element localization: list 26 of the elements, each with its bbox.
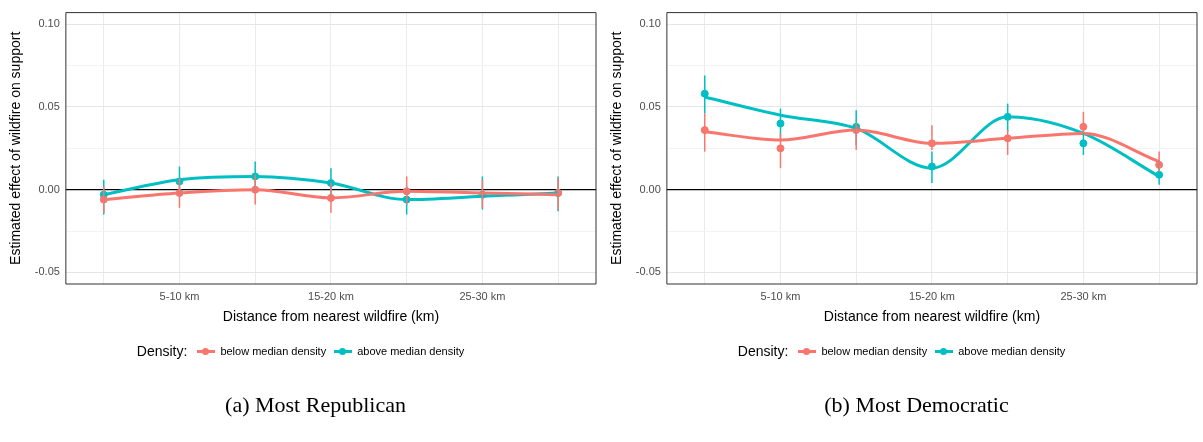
legend-title: Density: [737, 343, 789, 359]
y-tick-label: -0.05 [635, 265, 661, 278]
legend-label: above median density [958, 345, 1066, 357]
x-tick-label: 15-20 km [308, 289, 354, 302]
x-tick-label: 5-10 km [760, 289, 801, 302]
y-tick-label: 0.05 [38, 99, 60, 112]
legend-label: above median density [357, 345, 465, 357]
legend-label: below median density [220, 345, 327, 357]
y-tick-label: 0.00 [38, 182, 60, 195]
x-axis-title: Distance from nearest wildfire (km) [222, 308, 440, 325]
text: (a) Most Republican [224, 392, 407, 418]
y-axis-title: Estimated effect of wildfire on support [608, 31, 625, 265]
legend-label: below median density [821, 345, 928, 357]
x-axis-title: Distance from nearest wildfire (km) [823, 308, 1041, 325]
x-tick-label: 25-30 km [1060, 289, 1107, 302]
y-tick-label: 0.05 [639, 99, 661, 112]
y-axis-title: Estimated effect of wildfire on support [7, 31, 24, 265]
x-tick-label: 5-10 km [159, 289, 200, 302]
y-tick-label: 0.10 [38, 17, 60, 30]
x-tick-label: 15-20 km [909, 289, 955, 302]
y-tick-label: -0.05 [34, 265, 60, 278]
legend-title: Density: [136, 343, 188, 359]
y-tick-label: 0.10 [639, 17, 661, 30]
y-tick-label: 0.00 [639, 182, 661, 195]
x-tick-label: 25-30 km [459, 289, 506, 302]
text: (b) Most Democratic [823, 392, 1010, 418]
